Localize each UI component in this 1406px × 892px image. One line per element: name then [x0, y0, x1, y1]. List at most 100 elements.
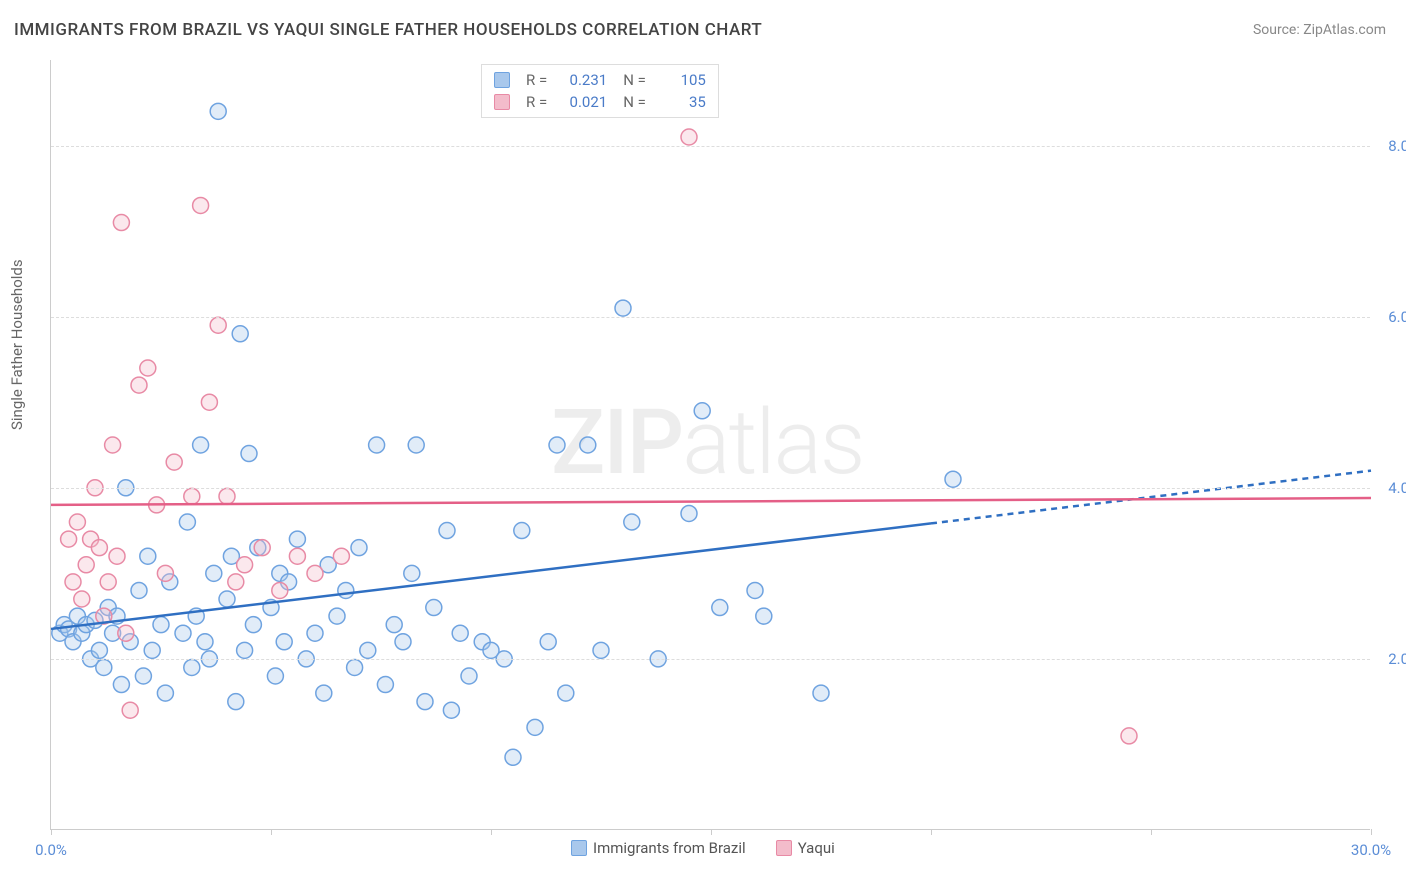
scatter-point — [96, 659, 112, 675]
scatter-point — [153, 617, 169, 633]
scatter-point — [131, 377, 147, 393]
scatter-point — [91, 642, 107, 658]
scatter-point — [122, 702, 138, 718]
scatter-point — [580, 437, 596, 453]
scatter-point — [197, 634, 213, 650]
scatter-point — [276, 634, 292, 650]
scatter-point — [91, 540, 107, 556]
legend-series: Immigrants from Brazil Yaqui — [571, 839, 835, 857]
scatter-point — [245, 617, 261, 633]
legend-r-1: 0.021 — [557, 93, 607, 111]
scatter-point — [210, 317, 226, 333]
scatter-point — [386, 617, 402, 633]
scatter-point — [175, 625, 191, 641]
trend-line — [51, 523, 931, 629]
scatter-point — [813, 685, 829, 701]
xtick — [1151, 829, 1152, 835]
scatter-point — [267, 668, 283, 684]
xtick — [271, 829, 272, 835]
scatter-point — [417, 694, 433, 710]
chart-title: IMMIGRANTS FROM BRAZIL VS YAQUI SINGLE F… — [14, 20, 762, 40]
legend-n-0: 105 — [656, 71, 706, 89]
scatter-point — [131, 582, 147, 598]
scatter-point — [289, 531, 305, 547]
scatter-point — [439, 523, 455, 539]
scatter-point — [540, 634, 556, 650]
scatter-point — [254, 540, 270, 556]
y-axis-label: Single Father Households — [8, 259, 26, 430]
ytick-label: 4.0% — [1388, 479, 1406, 497]
scatter-point — [179, 514, 195, 530]
xtick — [711, 829, 712, 835]
scatter-point — [69, 514, 85, 530]
scatter-point — [78, 557, 94, 573]
ytick-label: 2.0% — [1388, 650, 1406, 668]
legend-bottom-swatch-1 — [776, 840, 792, 856]
scatter-point — [351, 540, 367, 556]
scatter-point — [461, 668, 477, 684]
scatter-point — [65, 574, 81, 590]
scatter-point — [593, 642, 609, 658]
scatter-point — [61, 531, 77, 547]
scatter-point — [100, 574, 116, 590]
scatter-point — [377, 677, 393, 693]
scatter-point — [157, 685, 173, 701]
scatter-point — [527, 719, 543, 735]
scatter-point — [452, 625, 468, 641]
scatter-point — [201, 394, 217, 410]
scatter-point — [408, 437, 424, 453]
scatter-point — [157, 565, 173, 581]
scatter-point — [118, 625, 134, 641]
scatter-point — [232, 326, 248, 342]
scatter-point — [289, 548, 305, 564]
scatter-point — [140, 548, 156, 564]
scatter-point — [74, 591, 90, 607]
scatter-point — [329, 608, 345, 624]
legend-swatch-1 — [494, 94, 510, 110]
scatter-point — [237, 557, 253, 573]
scatter-point — [113, 215, 129, 231]
plot-area: ZIPatlas R = 0.231 N = 105 R = 0.021 N =… — [50, 60, 1370, 830]
scatter-point — [505, 749, 521, 765]
scatter-point — [681, 505, 697, 521]
scatter-point — [193, 197, 209, 213]
legend-stats: R = 0.231 N = 105 R = 0.021 N = 35 — [481, 64, 719, 118]
scatter-point — [210, 103, 226, 119]
xtick-label: 0.0% — [35, 841, 67, 859]
scatter-point — [945, 471, 961, 487]
gridline-y — [51, 659, 1370, 660]
trend-line — [51, 498, 1371, 505]
scatter-point — [404, 565, 420, 581]
scatter-point — [228, 694, 244, 710]
scatter-point — [184, 488, 200, 504]
xtick — [51, 829, 52, 835]
scatter-point — [184, 659, 200, 675]
scatter-point — [307, 565, 323, 581]
scatter-point — [219, 591, 235, 607]
scatter-point — [426, 600, 442, 616]
scatter-point — [333, 548, 349, 564]
scatter-point — [624, 514, 640, 530]
chart-svg — [51, 60, 1370, 829]
gridline-y — [51, 488, 1370, 489]
scatter-point — [228, 574, 244, 590]
legend-swatch-0 — [494, 72, 510, 88]
legend-bottom-swatch-0 — [571, 840, 587, 856]
scatter-point — [443, 702, 459, 718]
scatter-point — [316, 685, 332, 701]
xtick — [491, 829, 492, 835]
scatter-point — [549, 437, 565, 453]
gridline-y — [51, 317, 1370, 318]
scatter-point — [105, 437, 121, 453]
scatter-point — [395, 634, 411, 650]
scatter-point — [369, 437, 385, 453]
scatter-point — [558, 685, 574, 701]
scatter-point — [1121, 728, 1137, 744]
scatter-point — [241, 446, 257, 462]
legend-r-0: 0.231 — [557, 71, 607, 89]
scatter-point — [514, 523, 530, 539]
xtick — [931, 829, 932, 835]
scatter-point — [756, 608, 772, 624]
scatter-point — [237, 642, 253, 658]
scatter-point — [712, 600, 728, 616]
